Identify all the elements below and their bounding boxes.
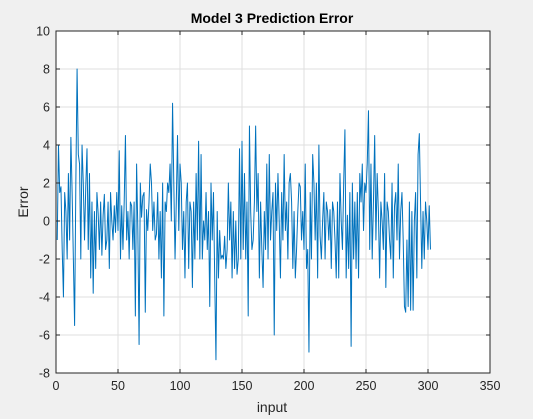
y-tick-label: -8: [39, 367, 50, 381]
y-tick-labels: -8 -6 -4 -2 0 2 4 6 8 10: [36, 25, 50, 381]
grid-lines: [56, 31, 490, 373]
x-tick-label: 300: [418, 379, 439, 393]
axes-box: [55, 30, 491, 374]
x-tick-labels: 0 50 100 150 200 250 300 350: [53, 379, 501, 393]
x-tick-label: 50: [111, 379, 125, 393]
x-tick-label: 200: [294, 379, 315, 393]
y-tick-label: 10: [36, 25, 50, 39]
x-tick-label: 250: [356, 379, 377, 393]
x-tick-label: 0: [53, 379, 60, 393]
x-tick-label: 100: [170, 379, 191, 393]
y-tick-label: 6: [43, 101, 50, 115]
y-tick-label: -4: [39, 291, 50, 305]
y-tick-label: -6: [39, 329, 50, 343]
y-tick-label: 2: [43, 177, 50, 191]
tick-marks: [55, 30, 491, 374]
data-series-layer: [56, 68, 431, 361]
x-tick-label: 150: [232, 379, 253, 393]
x-tick-label: 350: [480, 379, 501, 393]
y-tick-label: -2: [39, 253, 50, 267]
plot-area: 0 50 100 150 200 250 300 350 -8 -6 -4 -2 0 2 4 6 8 10: [36, 25, 500, 394]
y-tick-label: 4: [43, 139, 50, 153]
x-axis-label: input: [257, 399, 287, 415]
y-axis-label: Error: [15, 186, 31, 217]
y-tick-label: 8: [43, 63, 50, 77]
y-tick-label: 0: [43, 215, 50, 229]
error-series-line: [56, 68, 431, 361]
chart-title: Model 3 Prediction Error: [191, 10, 354, 26]
